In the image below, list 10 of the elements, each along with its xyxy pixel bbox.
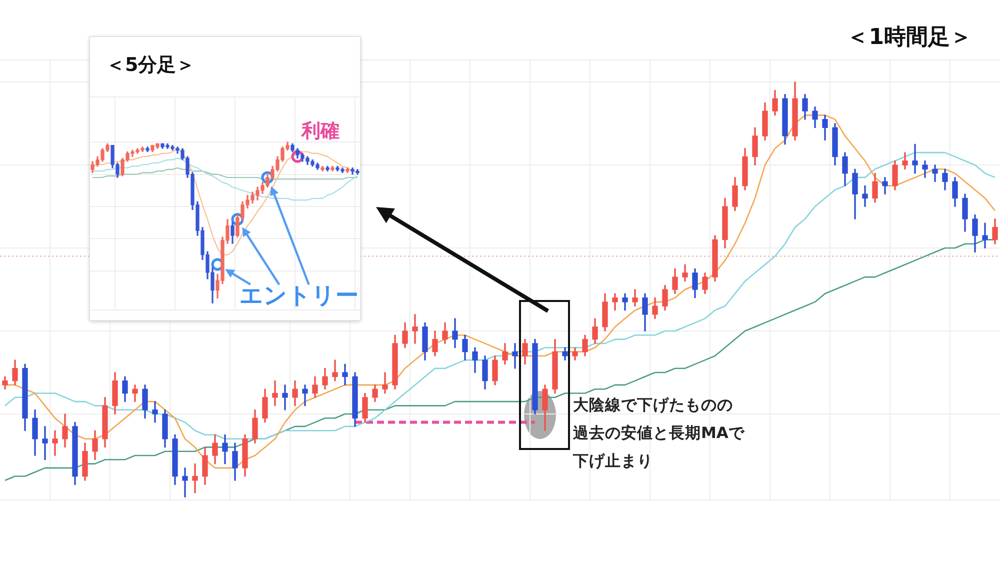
point <box>261 171 274 184</box>
series-label: エントリー <box>240 283 358 310</box>
annotation: 大陰線で下げたものの <box>573 396 733 415</box>
annotation: 下げ止まり <box>573 452 653 471</box>
annotation: 過去の安値と長期MAで <box>573 424 744 443</box>
point <box>291 150 304 163</box>
chart-title: ＜1時間足＞ <box>846 25 972 50</box>
chart-title: ＜5分足＞ <box>106 54 196 77</box>
point <box>231 213 244 226</box>
series-label: 利確 <box>302 120 340 142</box>
